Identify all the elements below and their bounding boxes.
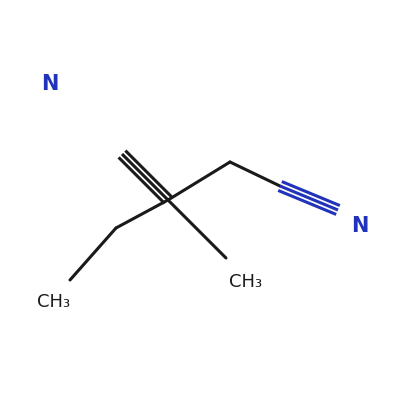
Text: N: N (351, 216, 369, 236)
Text: CH₃: CH₃ (230, 273, 262, 291)
Text: CH₃: CH₃ (38, 293, 70, 311)
Text: N: N (41, 74, 59, 94)
